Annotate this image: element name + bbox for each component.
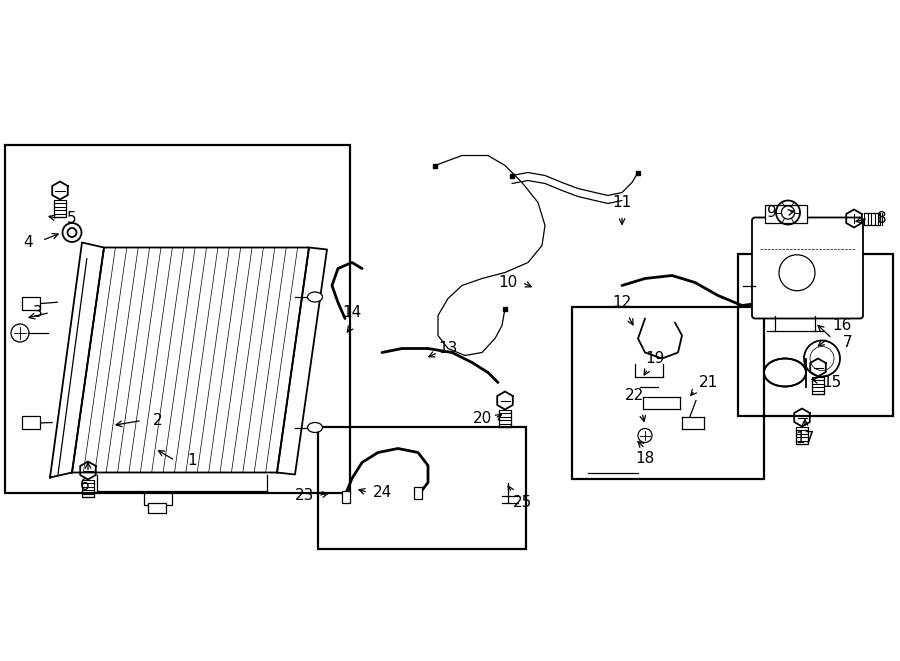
Bar bbox=[318, 426, 526, 549]
Bar bbox=[148, 502, 166, 512]
Text: 16: 16 bbox=[832, 318, 851, 333]
Text: 2: 2 bbox=[153, 413, 163, 428]
Text: 25: 25 bbox=[512, 495, 532, 510]
FancyBboxPatch shape bbox=[752, 217, 863, 319]
Bar bbox=[765, 204, 807, 223]
Bar bbox=[22, 416, 40, 429]
Text: 12: 12 bbox=[612, 295, 632, 310]
Bar bbox=[144, 492, 172, 504]
Bar bbox=[738, 254, 893, 416]
Text: 21: 21 bbox=[698, 375, 717, 390]
Text: 23: 23 bbox=[295, 488, 315, 503]
Text: 3: 3 bbox=[33, 305, 43, 320]
Ellipse shape bbox=[764, 358, 806, 387]
Ellipse shape bbox=[308, 292, 322, 302]
Text: 11: 11 bbox=[612, 195, 632, 210]
Text: 9: 9 bbox=[767, 205, 777, 220]
Text: 17: 17 bbox=[796, 431, 814, 446]
Ellipse shape bbox=[308, 422, 322, 432]
Text: 4: 4 bbox=[23, 235, 32, 250]
Text: 8: 8 bbox=[878, 211, 886, 226]
Text: 13: 13 bbox=[438, 341, 458, 356]
Text: 5: 5 bbox=[68, 211, 76, 226]
Text: 7: 7 bbox=[843, 335, 853, 350]
Text: 6: 6 bbox=[80, 478, 90, 493]
Text: 14: 14 bbox=[342, 305, 362, 320]
Bar bbox=[572, 307, 764, 479]
Text: 20: 20 bbox=[472, 411, 491, 426]
Text: 22: 22 bbox=[626, 388, 644, 403]
Text: 10: 10 bbox=[499, 275, 517, 290]
Text: 18: 18 bbox=[635, 451, 654, 466]
Text: 1: 1 bbox=[187, 453, 197, 468]
Text: 19: 19 bbox=[645, 351, 665, 366]
Text: 24: 24 bbox=[373, 485, 392, 500]
Bar bbox=[342, 490, 350, 502]
Text: 15: 15 bbox=[823, 375, 842, 390]
Bar bbox=[5, 145, 350, 492]
Bar bbox=[22, 297, 40, 310]
Bar bbox=[414, 486, 422, 498]
